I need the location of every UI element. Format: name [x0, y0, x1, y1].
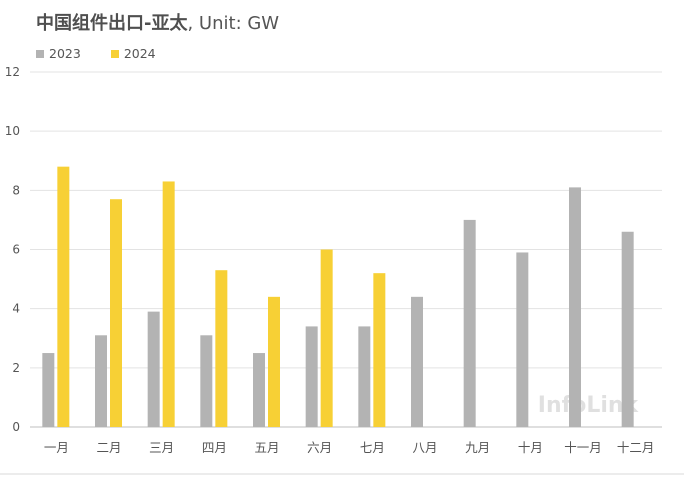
bar-2023 — [305, 326, 318, 427]
bar-2023 — [147, 311, 160, 427]
x-tick-label: 九月 — [465, 440, 490, 455]
bar-2023 — [621, 231, 634, 427]
bar-2024 — [110, 199, 122, 427]
legend-label-2023: 2023 — [49, 46, 81, 61]
legend: 2023 2024 — [36, 46, 156, 61]
y-tick-label: 6 — [12, 243, 20, 257]
legend-item-2023: 2023 — [36, 46, 81, 61]
bar-2024 — [373, 273, 386, 427]
chart-subtitle: , Unit: GW — [187, 13, 280, 34]
bar-2023 — [200, 335, 213, 427]
bar-2023 — [42, 353, 55, 427]
x-tick-label: 十二月 — [617, 440, 655, 455]
x-tick-label: 十月 — [518, 440, 543, 455]
bar-2024 — [162, 181, 175, 427]
bar-2023 — [463, 219, 476, 427]
x-tick-label: 五月 — [254, 440, 279, 455]
legend-item-2024: 2024 — [110, 46, 156, 61]
bar-2024 — [215, 270, 228, 427]
bar-2024 — [57, 166, 70, 427]
x-tick-label: 三月 — [149, 440, 174, 455]
y-tick-label: 12 — [5, 65, 20, 79]
x-tick-label: 六月 — [307, 440, 332, 455]
x-tick-label: 七月 — [360, 440, 385, 455]
y-tick-label: 10 — [5, 124, 20, 138]
bar-2023 — [516, 252, 529, 427]
bar-2023 — [358, 326, 371, 427]
x-tick-label: 四月 — [202, 440, 227, 455]
x-tick-label: 八月 — [412, 440, 437, 455]
bar-2023 — [253, 353, 265, 427]
chart-title: 中国组件出口-亚太 — [36, 13, 188, 34]
x-tick-label: 一月 — [44, 440, 69, 455]
y-tick-label: 2 — [12, 361, 20, 375]
legend-swatch-2023 — [36, 49, 44, 58]
bar-2023 — [569, 187, 581, 427]
y-tick-label: 0 — [12, 420, 20, 434]
y-tick-label: 4 — [12, 302, 20, 316]
legend-swatch-2024 — [110, 49, 119, 58]
bar-2024 — [320, 249, 333, 427]
x-tick-label: 二月 — [96, 440, 121, 455]
legend-label-2024: 2024 — [123, 46, 156, 61]
bar-2023 — [95, 335, 107, 427]
bar-2024 — [268, 296, 280, 427]
bar-2023 — [411, 296, 423, 427]
x-tick-label: 十一月 — [564, 440, 602, 455]
y-tick-label: 8 — [12, 183, 20, 197]
chart-title-block: 中国组件出口-亚太, Unit: GW — [36, 9, 279, 35]
